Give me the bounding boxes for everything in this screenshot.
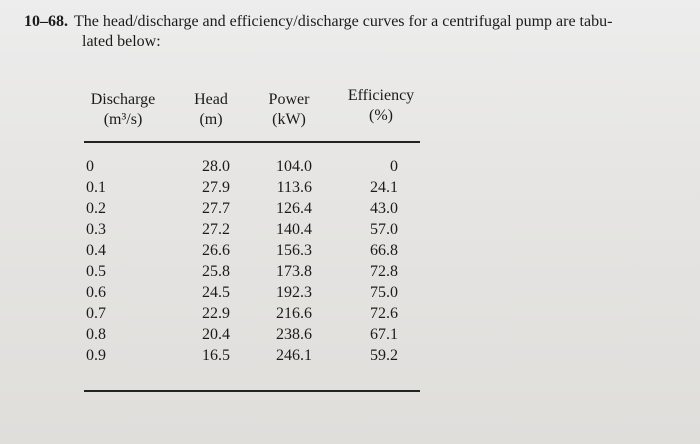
- cell-discharge: 0.4: [86, 242, 106, 259]
- header-power: Power (kW): [260, 90, 318, 130]
- table-row: 0.7 22.9 216.6 72.6: [0, 303, 700, 324]
- table-row: 0.2 27.7 126.4 43.0: [0, 198, 700, 219]
- cell-power: 126.4: [276, 200, 312, 217]
- cell-efficiency: 75.0: [370, 284, 398, 301]
- problem-statement: 10–68. The head/discharge and efficiency/…: [24, 12, 684, 32]
- problem-text-line1: The head/discharge and efficiency/discha…: [74, 13, 613, 30]
- header-head-label: Head: [194, 91, 228, 108]
- cell-head: 24.5: [202, 284, 230, 301]
- cell-head: 27.2: [202, 221, 230, 238]
- cell-efficiency: 0: [390, 158, 398, 175]
- cell-power: 246.1: [276, 347, 312, 364]
- problem-text-line2: lated below:: [82, 33, 161, 50]
- table-bottom-rule: [84, 390, 420, 392]
- cell-discharge: 0.2: [86, 200, 106, 217]
- table-row: 0 28.0 104.0 0: [0, 156, 700, 177]
- header-efficiency: Efficiency (%): [338, 86, 424, 126]
- table-row: 0.8 20.4 238.6 67.1: [0, 324, 700, 345]
- cell-efficiency: 57.0: [370, 221, 398, 238]
- table-row: 0.4 26.6 156.3 66.8: [0, 240, 700, 261]
- problem-text-line2-wrap: lated below:: [82, 32, 482, 52]
- cell-head: 20.4: [202, 326, 230, 343]
- table-top-rule: [84, 141, 420, 143]
- table-row: 0.5 25.8 173.8 72.8: [0, 261, 700, 282]
- cell-head: 22.9: [202, 305, 230, 322]
- cell-discharge: 0.6: [86, 284, 106, 301]
- cell-efficiency: 72.8: [370, 263, 398, 280]
- header-discharge-unit: (m³/s): [103, 111, 143, 128]
- cell-discharge: 0.1: [86, 179, 106, 196]
- table-row: 0.3 27.2 140.4 57.0: [0, 219, 700, 240]
- cell-power: 216.6: [276, 305, 312, 322]
- header-discharge-label: Discharge: [90, 91, 156, 108]
- cell-efficiency: 66.8: [370, 242, 398, 259]
- header-discharge: Discharge (m³/s): [80, 90, 166, 130]
- cell-efficiency: 43.0: [370, 200, 398, 217]
- cell-discharge: 0.5: [86, 263, 106, 280]
- cell-power: 238.6: [276, 326, 312, 343]
- cell-discharge: 0.9: [86, 347, 106, 364]
- cell-head: 27.9: [202, 179, 230, 196]
- header-power-unit: (kW): [272, 111, 306, 128]
- cell-discharge: 0.3: [86, 221, 106, 238]
- table-row: 0.1 27.9 113.6 24.1: [0, 177, 700, 198]
- cell-power: 140.4: [276, 221, 312, 238]
- cell-head: 26.6: [202, 242, 230, 259]
- table-row: 0.9 16.5 246.1 59.2: [0, 345, 700, 366]
- header-power-label: Power: [268, 91, 310, 108]
- cell-power: 192.3: [276, 284, 312, 301]
- cell-efficiency: 72.6: [370, 305, 398, 322]
- cell-discharge: 0.8: [86, 326, 106, 343]
- header-head-unit: (m): [199, 111, 223, 128]
- cell-head: 25.8: [202, 263, 230, 280]
- cell-discharge: 0.7: [86, 305, 106, 322]
- cell-power: 173.8: [276, 263, 312, 280]
- cell-power: 104.0: [276, 158, 312, 175]
- cell-head: 28.0: [202, 158, 230, 175]
- problem-number: 10–68.: [24, 13, 68, 30]
- cell-power: 156.3: [276, 242, 312, 259]
- cell-head: 27.7: [202, 200, 230, 217]
- cell-discharge: 0: [86, 158, 94, 175]
- header-efficiency-label: Efficiency: [347, 87, 415, 104]
- cell-efficiency: 24.1: [370, 179, 398, 196]
- cell-power: 113.6: [276, 179, 312, 196]
- header-efficiency-unit: (%): [369, 107, 393, 124]
- table-row: 0.6 24.5 192.3 75.0: [0, 282, 700, 303]
- cell-efficiency: 59.2: [370, 347, 398, 364]
- cell-head: 16.5: [202, 347, 230, 364]
- cell-efficiency: 67.1: [370, 326, 398, 343]
- header-head: Head (m): [186, 90, 236, 130]
